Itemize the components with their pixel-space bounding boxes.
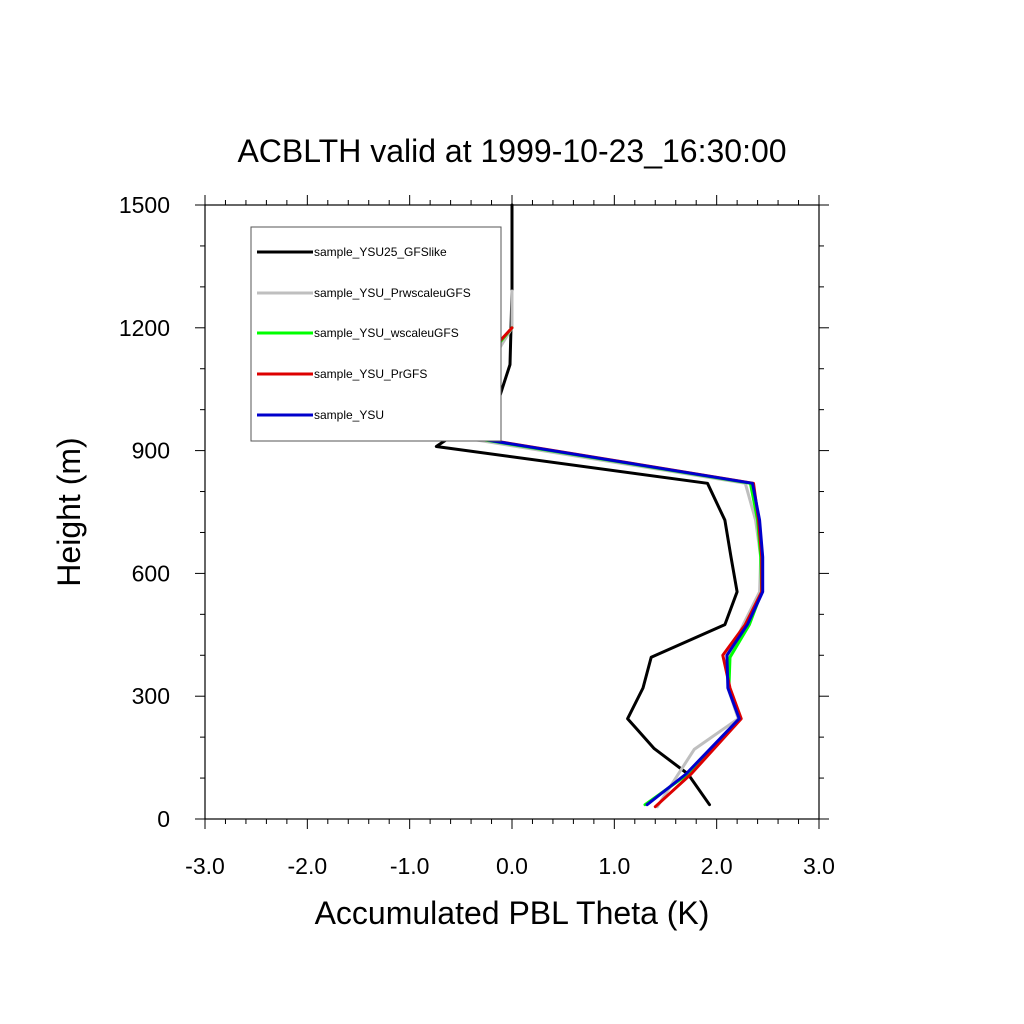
y-axis-title: Height (m) [51, 437, 87, 586]
x-tick-label: 0.0 [496, 853, 528, 879]
legend-label: sample_YSU [314, 408, 384, 422]
y-tick-label: 1500 [119, 192, 170, 218]
legend-label: sample_YSU_PrGFS [314, 367, 427, 381]
y-tick-label: 900 [132, 438, 170, 464]
x-tick-label: -2.0 [288, 853, 328, 879]
series-line-sample-ysu [275, 404, 765, 807]
x-tick-label: 1.0 [598, 853, 630, 879]
legend-label: sample_YSU25_GFSlike [314, 245, 447, 259]
legend: sample_YSU25_GFSlike sample_YSU_Prwscaleu… [250, 226, 502, 442]
legend-label: sample_YSU_PrwscaleuGFS [314, 286, 471, 300]
x-tick-label: -3.0 [185, 853, 225, 879]
y-tick-label: 0 [157, 806, 170, 832]
tick-labels: -3.0 -2.0 -1.0 0.0 1.0 2.0 3.0 0 300 600 900 1200 15… [119, 192, 835, 879]
legend-label: sample_YSU_wscaleuGFS [314, 326, 459, 340]
x-tick-label: 2.0 [701, 853, 733, 879]
x-axis-title: Accumulated PBL Theta (K) [315, 895, 710, 931]
plot-frame [204, 204, 820, 820]
axis-ticks [195, 195, 829, 829]
y-tick-label: 600 [132, 560, 170, 586]
chart-title: ACBLTH valid at 1999-10-23_16:30:00 [237, 133, 786, 169]
x-tick-label: -1.0 [390, 853, 430, 879]
y-tick-label: 300 [132, 683, 170, 709]
y-tick-label: 1200 [119, 315, 170, 341]
x-tick-label: 3.0 [803, 853, 835, 879]
series-line-sample-ysu25-gfslike [434, 203, 739, 807]
